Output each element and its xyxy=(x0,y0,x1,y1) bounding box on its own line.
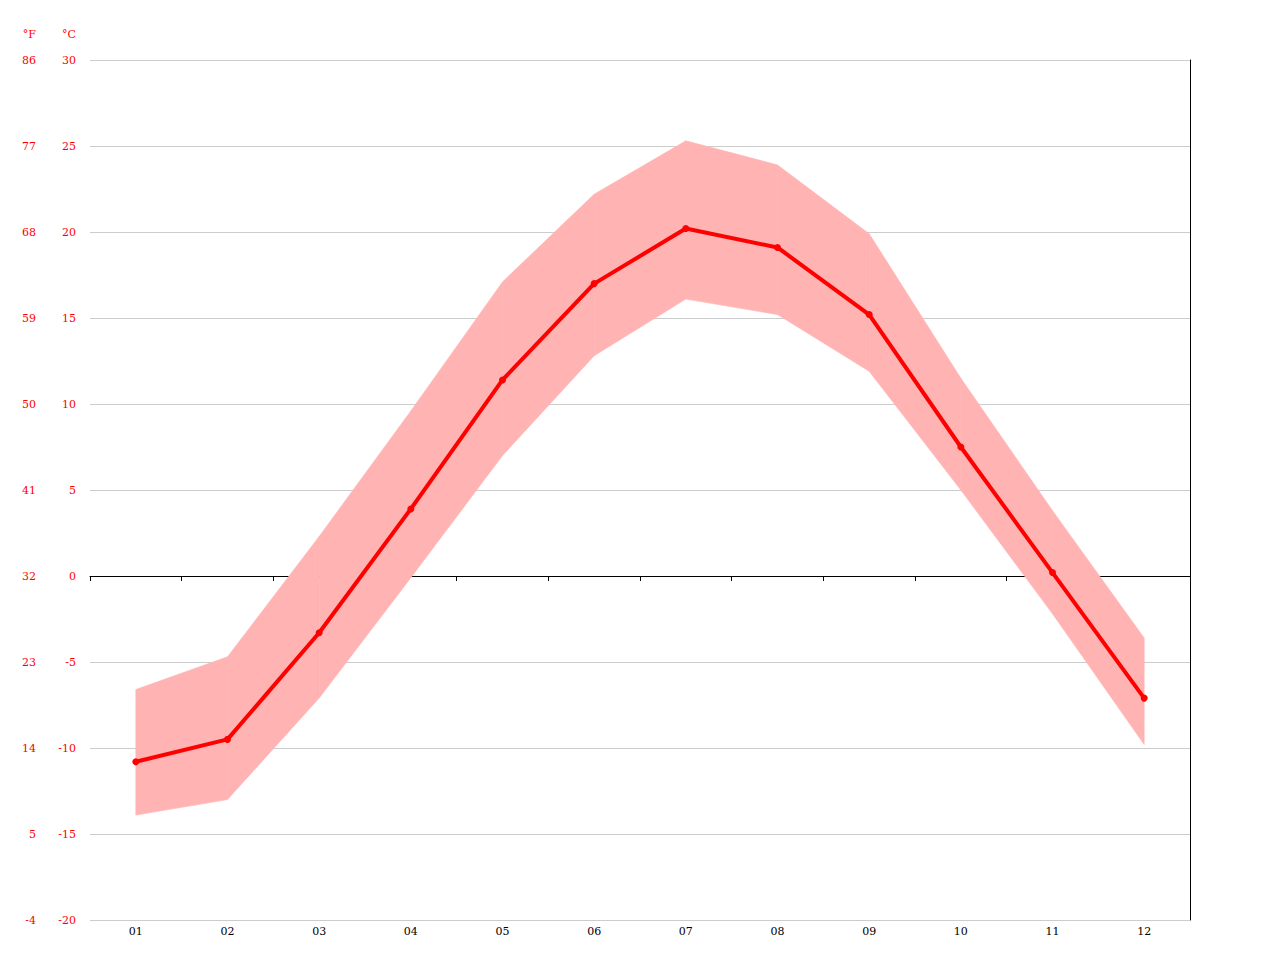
svg-text:-4: -4 xyxy=(25,914,36,927)
svg-text:09: 09 xyxy=(862,925,876,938)
svg-text:0: 0 xyxy=(69,570,76,583)
svg-text:12: 12 xyxy=(1137,925,1151,938)
svg-text:10: 10 xyxy=(62,398,76,411)
svg-text:15: 15 xyxy=(62,312,76,325)
svg-text:03: 03 xyxy=(312,925,326,938)
svg-text:23: 23 xyxy=(22,656,36,669)
svg-text:06: 06 xyxy=(587,925,601,938)
svg-text:20: 20 xyxy=(62,226,76,239)
svg-text:-20: -20 xyxy=(58,914,76,927)
svg-text:14: 14 xyxy=(22,742,36,755)
svg-text:59: 59 xyxy=(22,312,36,325)
svg-text:-10: -10 xyxy=(58,742,76,755)
svg-text:07: 07 xyxy=(679,925,693,938)
svg-text:50: 50 xyxy=(22,398,36,411)
svg-text:5: 5 xyxy=(29,828,36,841)
svg-text:04: 04 xyxy=(404,925,418,938)
svg-text:30: 30 xyxy=(62,54,76,67)
svg-text:-5: -5 xyxy=(65,656,76,669)
svg-text:77: 77 xyxy=(22,140,36,153)
svg-text:10: 10 xyxy=(954,925,968,938)
svg-text:41: 41 xyxy=(22,484,36,497)
svg-text:11: 11 xyxy=(1046,925,1060,938)
svg-text:°C: °C xyxy=(62,28,76,41)
svg-text:01: 01 xyxy=(129,925,143,938)
svg-text:-15: -15 xyxy=(58,828,76,841)
svg-text:02: 02 xyxy=(221,925,235,938)
svg-text:86: 86 xyxy=(22,54,36,67)
svg-text:25: 25 xyxy=(62,140,76,153)
svg-text:08: 08 xyxy=(771,925,785,938)
svg-text:32: 32 xyxy=(22,570,36,583)
svg-text:68: 68 xyxy=(22,226,36,239)
svg-text:°F: °F xyxy=(23,28,37,41)
svg-text:05: 05 xyxy=(496,925,510,938)
svg-text:5: 5 xyxy=(69,484,76,497)
